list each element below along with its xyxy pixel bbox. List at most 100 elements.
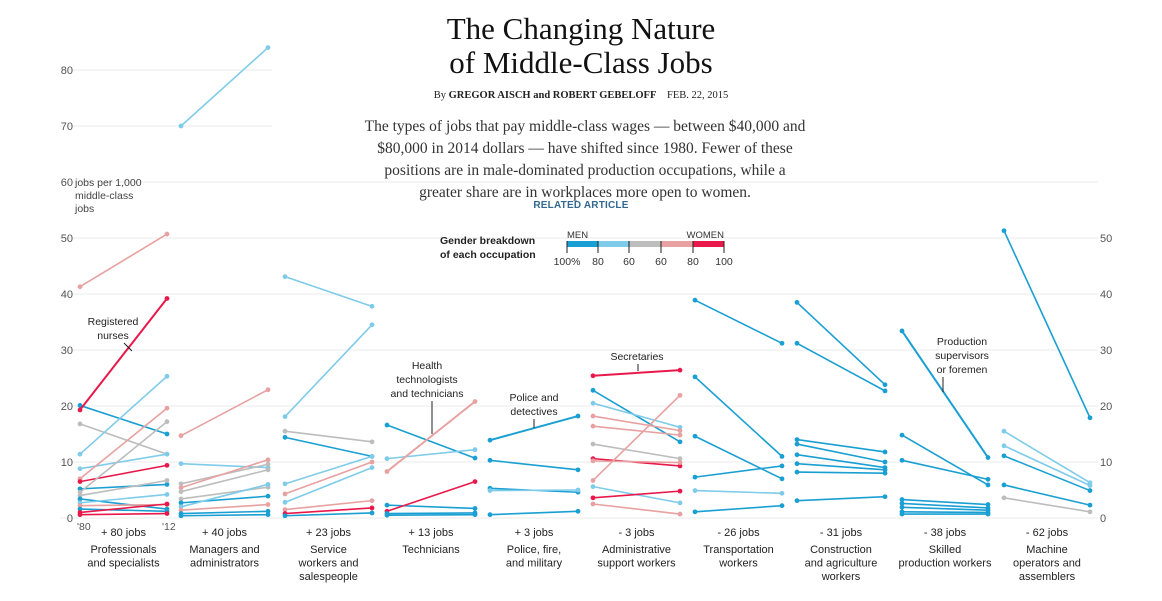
series-line: [694, 376, 783, 458]
data-point: [164, 501, 170, 507]
data-point: [178, 507, 184, 513]
data-point: [1001, 453, 1007, 459]
data-point: [882, 449, 888, 455]
group-change-label: - 3 jobs: [618, 527, 655, 539]
group-labels: + 80 jobs Professionals and specialists + 4…: [87, 527, 1081, 583]
related-article-link[interactable]: RELATED ARTICLE: [533, 200, 629, 211]
group-name-label: Professionals: [90, 544, 157, 556]
annotations: Registered nurses Health technologists and t…: [86, 315, 990, 434]
legend-tick-label: 80: [592, 256, 604, 268]
occupation-group: [282, 274, 375, 519]
data-point: [384, 512, 390, 518]
data-point: [882, 382, 888, 388]
series-line: [386, 448, 476, 460]
series-line: [386, 400, 476, 473]
legend-women-label: WOMEN: [687, 230, 725, 241]
data-point: [794, 441, 800, 447]
data-point: [472, 512, 478, 518]
group-name-label: Administrative: [602, 544, 671, 556]
data-point: [369, 439, 375, 445]
legend-swatch: [567, 241, 598, 247]
data-point: [472, 447, 478, 453]
annotation-text: supervisors: [935, 350, 989, 362]
data-point: [590, 400, 596, 406]
data-point: [164, 405, 170, 411]
data-point: [487, 488, 493, 493]
data-point: [794, 437, 800, 442]
data-point: [882, 470, 888, 476]
data-point: [677, 500, 683, 506]
y-axis-label: jobs per 1,000: [74, 177, 142, 189]
occupation-group: [178, 45, 271, 519]
series-line: [180, 483, 269, 508]
axes: 0 10 20 30 40 50 60 70 80 0 10 20 30 40 50 jobs per 1,0…: [61, 65, 1113, 533]
data-point: [265, 502, 271, 507]
data-point: [265, 482, 271, 487]
data-point: [178, 504, 184, 510]
data-point: [590, 478, 596, 483]
data-point: [164, 296, 170, 301]
byline-date: FEB. 22, 2015: [667, 90, 729, 101]
series-line: [79, 508, 168, 513]
group-name-label: workers and: [298, 558, 359, 570]
data-point: [590, 423, 596, 429]
data-point: [384, 469, 390, 474]
data-point: [369, 510, 375, 516]
series-line: [180, 495, 269, 504]
series-line: [79, 407, 168, 480]
series-line: [489, 459, 579, 471]
data-point: [1001, 443, 1007, 449]
data-point: [779, 503, 785, 509]
annotation-text: or foremen: [937, 364, 988, 376]
series-line: [386, 512, 476, 515]
data-point: [1087, 502, 1093, 508]
series-line: [1003, 497, 1091, 513]
data-point: [677, 511, 683, 517]
data-point: [1087, 509, 1093, 515]
occupation-group: [1001, 228, 1093, 515]
data-point: [677, 439, 683, 445]
group-name-label: Machine: [1026, 544, 1068, 556]
series-line: [1003, 455, 1091, 492]
data-point: [779, 463, 785, 469]
occupation-group: [692, 297, 785, 515]
data-point: [985, 455, 991, 460]
data-point: [282, 499, 288, 505]
group-name-label: Service: [310, 544, 347, 556]
data-point: [1087, 483, 1093, 488]
legend-swatch: [629, 241, 661, 247]
page-title: The Changing Nature of Middle-Class Jobs: [0, 12, 1162, 80]
data-point: [164, 419, 170, 425]
y-tick-label-right: 50: [1100, 233, 1112, 245]
series-line: [386, 480, 476, 513]
series-line: [284, 455, 373, 485]
series-line: [592, 394, 681, 482]
data-point: [985, 502, 991, 507]
data-point: [677, 460, 683, 465]
data-point: [178, 461, 184, 467]
annotation-text: and technicians: [391, 388, 464, 400]
series-line: [901, 498, 989, 506]
series-line: [901, 506, 989, 511]
series-line: [901, 511, 989, 514]
data-point: [384, 422, 390, 428]
occupation-group: [590, 367, 683, 517]
group-name-label: Construction: [810, 544, 872, 556]
data-point: [282, 434, 288, 440]
annotation-text: technologists: [396, 374, 457, 386]
series-lines: [77, 45, 1093, 519]
annotation-text: Production: [937, 336, 987, 348]
series-line: [180, 486, 269, 500]
legend-title: Gender breakdown: [440, 235, 535, 247]
series-line: [592, 415, 681, 432]
data-point: [77, 493, 83, 498]
data-point: [178, 500, 184, 506]
series-line: [284, 323, 373, 418]
group-name-label: workers: [718, 558, 758, 570]
series-line: [1003, 444, 1091, 487]
series-line: [694, 465, 783, 478]
series-line: [79, 233, 168, 288]
data-point: [265, 493, 271, 499]
summary-text: The types of jobs that pay middle-class …: [364, 118, 806, 201]
